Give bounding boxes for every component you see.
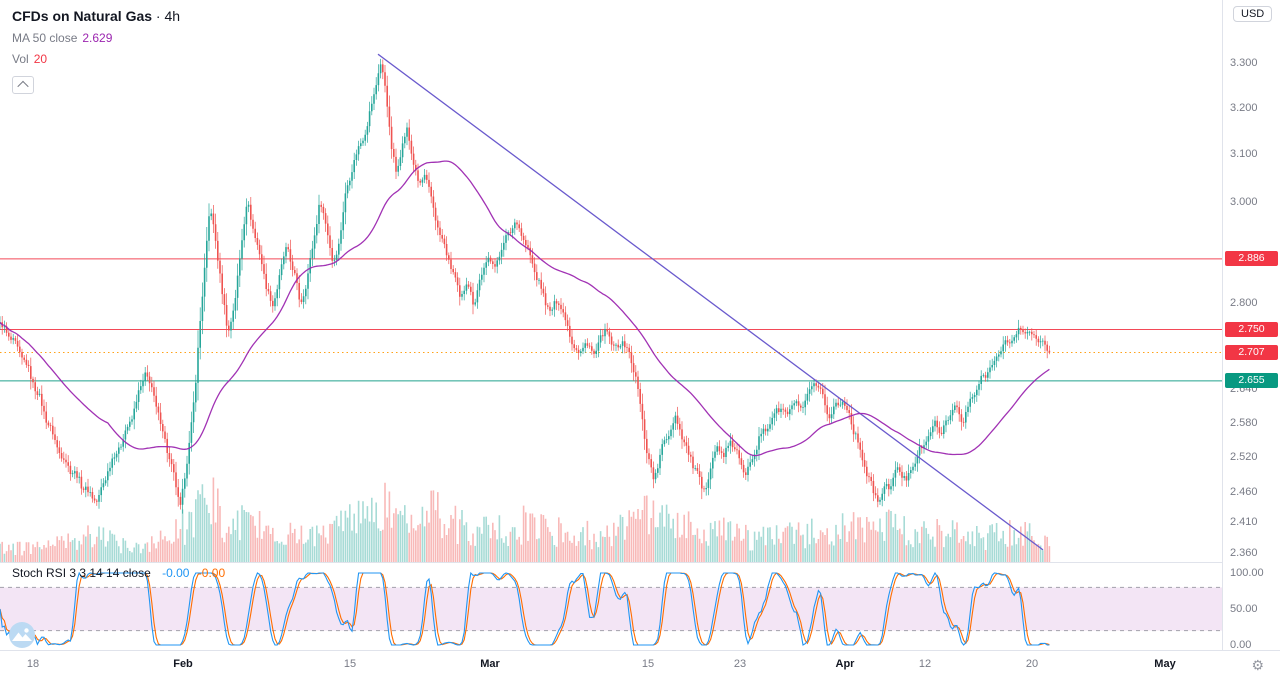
candles bbox=[0, 58, 1051, 514]
stoch-axis-label: 100.00 bbox=[1230, 567, 1264, 579]
time-axis-label: 18 bbox=[26, 658, 40, 670]
time-axis-label: Apr bbox=[835, 658, 855, 670]
price-axis-label: 2.520 bbox=[1230, 451, 1258, 463]
pane-separator[interactable] bbox=[0, 562, 1280, 563]
price-axis-label: 3.300 bbox=[1230, 57, 1258, 69]
time-axis-label: 20 bbox=[1025, 658, 1039, 670]
price-axis-label: 2.410 bbox=[1230, 516, 1258, 528]
stoch-k-value: -0.00 bbox=[162, 566, 190, 580]
title-separator: · bbox=[155, 8, 161, 24]
price-level-badge: 2.750 bbox=[1225, 322, 1278, 337]
volume-legend-row: Vol 20 bbox=[12, 52, 180, 66]
chart-pane[interactable] bbox=[0, 0, 1222, 650]
chevron-up-icon bbox=[17, 80, 29, 93]
chart-canvas bbox=[0, 53, 1222, 646]
gear-icon[interactable]: ⚙ bbox=[1251, 657, 1264, 673]
stoch-rsi-lines bbox=[0, 571, 1050, 646]
last-price-badge: 2.707 bbox=[1225, 345, 1278, 360]
time-axis-label: Feb bbox=[173, 658, 193, 670]
stoch-axis-label: 50.00 bbox=[1230, 603, 1258, 615]
logo-graphic bbox=[9, 622, 35, 648]
ma-value: 2.629 bbox=[82, 31, 113, 45]
price-axis-label: 2.580 bbox=[1230, 417, 1258, 429]
price-axis-label: 3.100 bbox=[1230, 148, 1258, 160]
tradingview-logo-icon[interactable] bbox=[8, 621, 36, 654]
price-level-badge: 2.655 bbox=[1225, 373, 1278, 388]
price-axis-label: 2.460 bbox=[1230, 486, 1258, 498]
currency-button[interactable]: USD bbox=[1233, 6, 1273, 22]
stoch-d-value: -0.00 bbox=[197, 566, 226, 580]
price-level-badge: 2.886 bbox=[1225, 251, 1278, 266]
price-axis-label: 2.800 bbox=[1230, 297, 1258, 309]
time-axis-label: 15 bbox=[641, 658, 655, 670]
price-axis-label: 3.200 bbox=[1230, 102, 1258, 114]
chart-legend: CFDs on Natural Gas · 4h MA 50 close 2.62… bbox=[12, 8, 180, 94]
ma-legend-row: MA 50 close 2.629 bbox=[12, 31, 180, 45]
stoch-rsi-legend: Stoch RSI 3 3 14 14 close -0.00 -0.00 bbox=[12, 566, 225, 580]
stoch-axis-label: 0.00 bbox=[1230, 639, 1252, 651]
symbol-title-row[interactable]: CFDs on Natural Gas · 4h bbox=[12, 8, 180, 24]
volume-bars bbox=[0, 477, 1051, 562]
time-axis-label: 12 bbox=[918, 658, 932, 670]
time-axis-label: May bbox=[1154, 658, 1176, 670]
ma-label: MA 50 close bbox=[12, 31, 78, 45]
time-axis-label: 15 bbox=[343, 658, 357, 670]
stoch-rsi-title: Stoch RSI 3 3 14 14 close bbox=[12, 566, 151, 580]
legend-collapse-button[interactable] bbox=[12, 76, 34, 94]
stoch-band-group bbox=[0, 586, 1222, 632]
time-axis-label: 23 bbox=[733, 658, 747, 670]
interval-label[interactable]: 4h bbox=[164, 8, 181, 24]
stoch-band-fill bbox=[0, 587, 1222, 631]
time-axis-label: Mar bbox=[480, 658, 500, 670]
price-levels-group bbox=[0, 258, 1222, 382]
ma50-line[interactable] bbox=[0, 160, 1050, 457]
volume-label: Vol bbox=[12, 52, 29, 66]
price-axis[interactable]: USD 3.300 3.200 3.100 3.000 2.800 2.640 2.580 2… bbox=[1222, 0, 1280, 651]
trend-line[interactable] bbox=[377, 53, 1044, 551]
price-axis-label: 2.360 bbox=[1230, 547, 1258, 559]
price-axis-label: 3.000 bbox=[1230, 196, 1258, 208]
volume-value: 20 bbox=[33, 52, 48, 66]
symbol-title[interactable]: CFDs on Natural Gas bbox=[12, 8, 153, 24]
time-axis[interactable]: ⚙ 18 Feb 15 Mar 15 23 Apr 12 20 May bbox=[0, 650, 1280, 680]
